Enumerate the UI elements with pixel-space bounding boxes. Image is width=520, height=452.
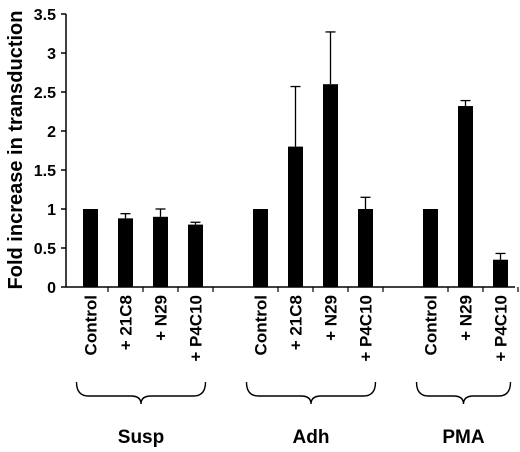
y-tick-label: 1.5 — [34, 163, 56, 180]
x-tick-label: + N29 — [457, 295, 476, 341]
y-tick-label: 0.5 — [34, 241, 56, 258]
bar — [253, 209, 268, 287]
y-tick-label: 3.5 — [34, 7, 56, 24]
y-tick-label: 2.5 — [34, 85, 56, 102]
y-tick-label: 2 — [47, 124, 56, 141]
bar — [83, 209, 98, 287]
x-tick-label: + N29 — [152, 295, 171, 341]
x-tick-label: Control — [422, 295, 441, 355]
group-bracket — [75, 381, 207, 405]
y-axis-label: Fold increase in transduction — [5, 11, 27, 290]
group-label: Adh — [293, 427, 330, 448]
axes: 0 0.5 1 1.5 2 2.5 3 3.5 — [34, 7, 519, 297]
bars — [83, 84, 508, 287]
x-tick-label: + N29 — [322, 295, 341, 341]
bar — [323, 84, 338, 287]
bar — [153, 216, 168, 287]
x-tick-label: + P4C10 — [492, 295, 511, 362]
bar — [118, 218, 133, 287]
group-label: Susp — [118, 427, 164, 448]
bar — [458, 106, 473, 287]
x-tick-labels: Control + 21C8 + N29 + P4C10 Control + 21C8 + … — [82, 295, 511, 362]
bar — [288, 146, 303, 287]
group-label: PMA — [442, 427, 485, 448]
group-bracket — [415, 381, 512, 405]
x-tick-label: + P4C10 — [357, 295, 376, 362]
x-tick-label: Control — [82, 295, 101, 355]
bar — [358, 209, 373, 287]
x-tick-label: + P4C10 — [187, 295, 206, 362]
y-tick-label: 0 — [47, 280, 56, 297]
bar — [188, 224, 203, 287]
bar — [493, 259, 508, 287]
y-tick-label: 3 — [47, 46, 56, 63]
x-tick-label: + 21C8 — [117, 295, 136, 350]
group-brackets: Susp Adh PMA — [75, 381, 512, 448]
x-tick-label: Control — [252, 295, 271, 355]
x-tick-label: + 21C8 — [287, 295, 306, 350]
bar — [423, 209, 438, 287]
group-bracket — [245, 381, 377, 405]
error-bars — [120, 31, 506, 260]
y-tick-label: 1 — [47, 202, 56, 219]
